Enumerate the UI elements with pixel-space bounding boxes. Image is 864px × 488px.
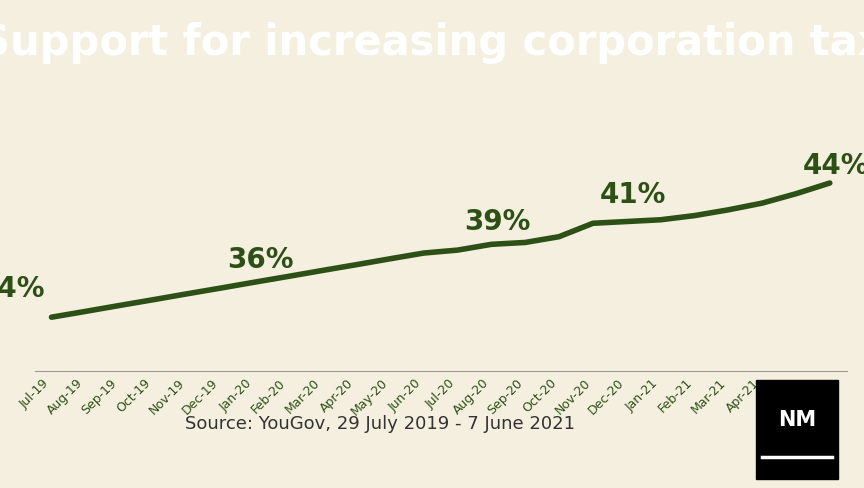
Text: Support for increasing corporation tax: Support for increasing corporation tax bbox=[0, 21, 864, 64]
Text: 41%: 41% bbox=[600, 182, 666, 209]
Text: 39%: 39% bbox=[465, 208, 530, 236]
Text: NM: NM bbox=[778, 409, 816, 429]
FancyBboxPatch shape bbox=[756, 380, 838, 479]
Text: Source: YouGov, 29 July 2019 - 7 June 2021: Source: YouGov, 29 July 2019 - 7 June 20… bbox=[185, 415, 575, 432]
Text: 44%: 44% bbox=[803, 152, 864, 180]
Text: 34%: 34% bbox=[0, 275, 45, 304]
Text: 36%: 36% bbox=[227, 246, 294, 274]
